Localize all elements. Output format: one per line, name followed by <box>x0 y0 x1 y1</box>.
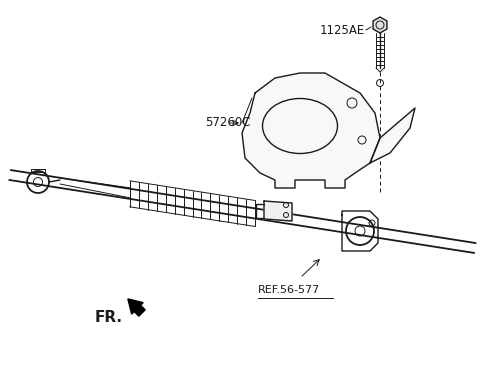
Text: REF.56-577: REF.56-577 <box>258 285 320 295</box>
Polygon shape <box>370 108 415 163</box>
Polygon shape <box>242 73 380 188</box>
Text: 1125AE: 1125AE <box>320 23 365 37</box>
Text: 57260C: 57260C <box>205 116 251 130</box>
Polygon shape <box>373 17 387 33</box>
Polygon shape <box>264 201 292 221</box>
Text: FR.: FR. <box>95 310 123 325</box>
FancyArrow shape <box>128 299 145 316</box>
